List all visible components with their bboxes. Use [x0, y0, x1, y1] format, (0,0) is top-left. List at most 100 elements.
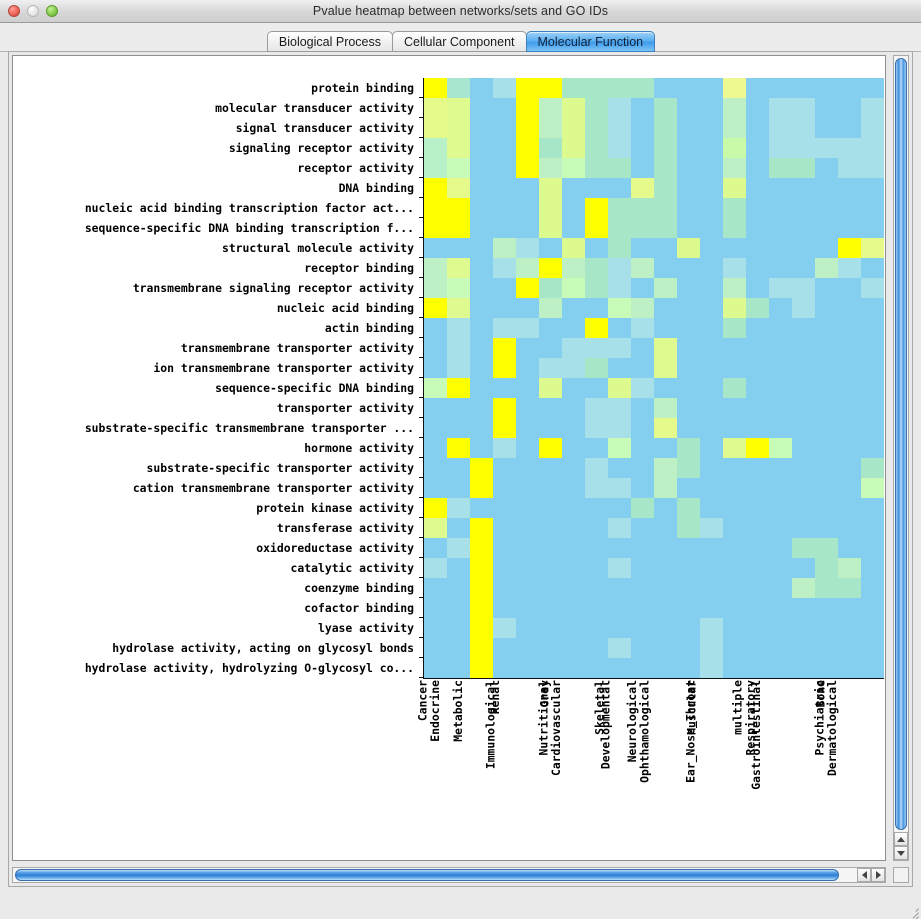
heatmap-cell[interactable] [654, 98, 677, 118]
heatmap-cell[interactable] [861, 638, 884, 658]
heatmap-cell[interactable] [539, 518, 562, 538]
heatmap-cell[interactable] [700, 438, 723, 458]
heatmap-cell[interactable] [815, 278, 838, 298]
heatmap-cell[interactable] [562, 198, 585, 218]
heatmap-cell[interactable] [424, 318, 447, 338]
heatmap-cell[interactable] [539, 618, 562, 638]
heatmap-cell[interactable] [677, 158, 700, 178]
heatmap-cell[interactable] [861, 658, 884, 678]
heatmap-cell[interactable] [585, 278, 608, 298]
heatmap-cell[interactable] [792, 478, 815, 498]
heatmap-cell[interactable] [746, 398, 769, 418]
heatmap-cell[interactable] [447, 518, 470, 538]
heatmap-cell[interactable] [516, 98, 539, 118]
heatmap-cell[interactable] [631, 218, 654, 238]
heatmap-cell[interactable] [608, 558, 631, 578]
heatmap-cell[interactable] [654, 178, 677, 198]
heatmap-cell[interactable] [769, 478, 792, 498]
heatmap-cell[interactable] [424, 438, 447, 458]
heatmap-cell[interactable] [447, 398, 470, 418]
heatmap-cell[interactable] [723, 658, 746, 678]
heatmap-cell[interactable] [861, 118, 884, 138]
heatmap-cell[interactable] [838, 278, 861, 298]
heatmap-cell[interactable] [838, 98, 861, 118]
heatmap-cell[interactable] [838, 78, 861, 98]
heatmap-cell[interactable] [654, 78, 677, 98]
heatmap-cell[interactable] [608, 358, 631, 378]
heatmap-cell[interactable] [585, 598, 608, 618]
heatmap-cell[interactable] [562, 298, 585, 318]
heatmap-cell[interactable] [516, 158, 539, 178]
heatmap-cell[interactable] [516, 278, 539, 298]
heatmap-cell[interactable] [792, 158, 815, 178]
heatmap-cell[interactable] [539, 298, 562, 318]
heatmap-cell[interactable] [861, 378, 884, 398]
heatmap-cell[interactable] [631, 378, 654, 398]
heatmap-cell[interactable] [700, 598, 723, 618]
heatmap-cell[interactable] [470, 238, 493, 258]
heatmap-cell[interactable] [746, 658, 769, 678]
heatmap-cell[interactable] [861, 598, 884, 618]
heatmap-cell[interactable] [424, 618, 447, 638]
heatmap-cell[interactable] [815, 618, 838, 638]
heatmap-cell[interactable] [516, 418, 539, 438]
heatmap-cell[interactable] [516, 358, 539, 378]
heatmap-cell[interactable] [631, 338, 654, 358]
heatmap-cell[interactable] [608, 618, 631, 638]
heatmap-cell[interactable] [516, 498, 539, 518]
heatmap-cell[interactable] [746, 98, 769, 118]
heatmap-cell[interactable] [815, 78, 838, 98]
heatmap-cell[interactable] [470, 658, 493, 678]
heatmap-cell[interactable] [562, 338, 585, 358]
heatmap-cell[interactable] [470, 378, 493, 398]
heatmap-cell[interactable] [562, 358, 585, 378]
heatmap-cell[interactable] [562, 158, 585, 178]
heatmap-cell[interactable] [539, 178, 562, 198]
heatmap-cell[interactable] [723, 598, 746, 618]
heatmap-cell[interactable] [815, 398, 838, 418]
heatmap-cell[interactable] [447, 438, 470, 458]
heatmap-cell[interactable] [700, 498, 723, 518]
heatmap-cell[interactable] [769, 158, 792, 178]
heatmap-cell[interactable] [562, 98, 585, 118]
heatmap-cell[interactable] [493, 98, 516, 118]
heatmap-cell[interactable] [585, 138, 608, 158]
heatmap-cell[interactable] [861, 218, 884, 238]
heatmap-cell[interactable] [861, 138, 884, 158]
heatmap-cell[interactable] [493, 198, 516, 218]
heatmap-cell[interactable] [470, 178, 493, 198]
heatmap-cell[interactable] [723, 378, 746, 398]
heatmap-cell[interactable] [838, 178, 861, 198]
heatmap-cell[interactable] [677, 558, 700, 578]
heatmap-cell[interactable] [861, 158, 884, 178]
heatmap-cell[interactable] [608, 158, 631, 178]
heatmap-cell[interactable] [447, 378, 470, 398]
heatmap-cell[interactable] [654, 118, 677, 138]
scroll-down-button[interactable] [894, 846, 908, 860]
heatmap-cell[interactable] [861, 98, 884, 118]
heatmap-cell[interactable] [723, 98, 746, 118]
heatmap-cell[interactable] [562, 278, 585, 298]
heatmap-cell[interactable] [516, 578, 539, 598]
heatmap-cell[interactable] [447, 98, 470, 118]
heatmap-cell[interactable] [677, 278, 700, 298]
heatmap-cell[interactable] [424, 498, 447, 518]
heatmap-cell[interactable] [470, 538, 493, 558]
heatmap-cell[interactable] [585, 218, 608, 238]
heatmap-cell[interactable] [746, 378, 769, 398]
heatmap-cell[interactable] [815, 98, 838, 118]
heatmap-cell[interactable] [585, 498, 608, 518]
heatmap-cell[interactable] [585, 658, 608, 678]
heatmap-cell[interactable] [424, 518, 447, 538]
heatmap-cell[interactable] [516, 138, 539, 158]
heatmap-cell[interactable] [562, 118, 585, 138]
heatmap-cell[interactable] [815, 198, 838, 218]
heatmap-cell[interactable] [746, 498, 769, 518]
heatmap-cell[interactable] [792, 458, 815, 478]
heatmap-cell[interactable] [562, 538, 585, 558]
heatmap-cell[interactable] [654, 298, 677, 318]
heatmap-cell[interactable] [746, 78, 769, 98]
heatmap-cell[interactable] [792, 78, 815, 98]
heatmap-cell[interactable] [447, 338, 470, 358]
heatmap-grid[interactable] [423, 78, 884, 678]
